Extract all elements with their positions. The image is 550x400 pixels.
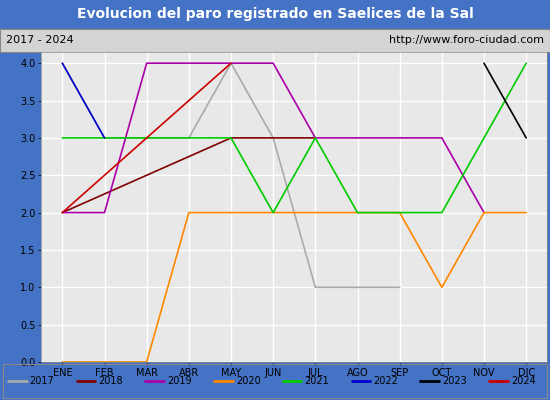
Text: 2023: 2023 — [442, 376, 467, 386]
Text: 2017 - 2024: 2017 - 2024 — [6, 35, 73, 45]
Text: http://www.foro-ciudad.com: http://www.foro-ciudad.com — [389, 35, 544, 45]
Text: 2019: 2019 — [167, 376, 192, 386]
Text: 2020: 2020 — [236, 376, 261, 386]
Text: 2024: 2024 — [511, 376, 536, 386]
Text: 2018: 2018 — [98, 376, 123, 386]
Text: Evolucion del paro registrado en Saelices de la Sal: Evolucion del paro registrado en Saelice… — [76, 7, 474, 21]
Text: 2022: 2022 — [373, 376, 398, 386]
Text: 2017: 2017 — [30, 376, 54, 386]
Text: 2021: 2021 — [305, 376, 329, 386]
